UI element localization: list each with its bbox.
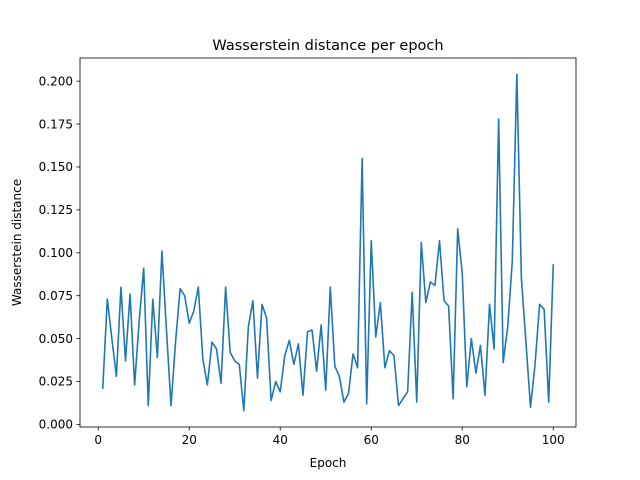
x-tick-label: 20 <box>182 433 197 447</box>
y-tick-label: 0.125 <box>39 203 73 217</box>
x-tick-label: 80 <box>455 433 470 447</box>
chart-title: Wasserstein distance per epoch <box>212 38 443 54</box>
series-points <box>103 74 554 410</box>
y-axis: 0.000 0.025 0.050 0.075 0.100 0.125 0.150 0.175… <box>39 74 80 432</box>
y-tick-label: 0.200 <box>39 74 73 88</box>
y-tick-label: 0.050 <box>39 332 73 346</box>
x-tick-label: 100 <box>542 433 565 447</box>
plot-frame <box>79 57 577 428</box>
y-tick-label: 0.075 <box>39 289 73 303</box>
y-tick-label: 0.000 <box>39 418 73 432</box>
series-line <box>101 73 555 412</box>
y-tick-label: 0.150 <box>39 160 73 174</box>
x-tick-label: 0 <box>94 433 102 447</box>
x-tick-label: 60 <box>364 433 379 447</box>
x-tick-label: 40 <box>273 433 288 447</box>
x-axis-label: Epoch <box>310 456 347 470</box>
y-axis-label: Wasserstein distance <box>10 179 24 306</box>
y-tick-label: 0.025 <box>39 375 73 389</box>
y-tick-label: 0.100 <box>39 246 73 260</box>
y-tick-label: 0.175 <box>39 117 73 131</box>
x-axis: 0 20 40 60 80 100 <box>94 427 565 447</box>
